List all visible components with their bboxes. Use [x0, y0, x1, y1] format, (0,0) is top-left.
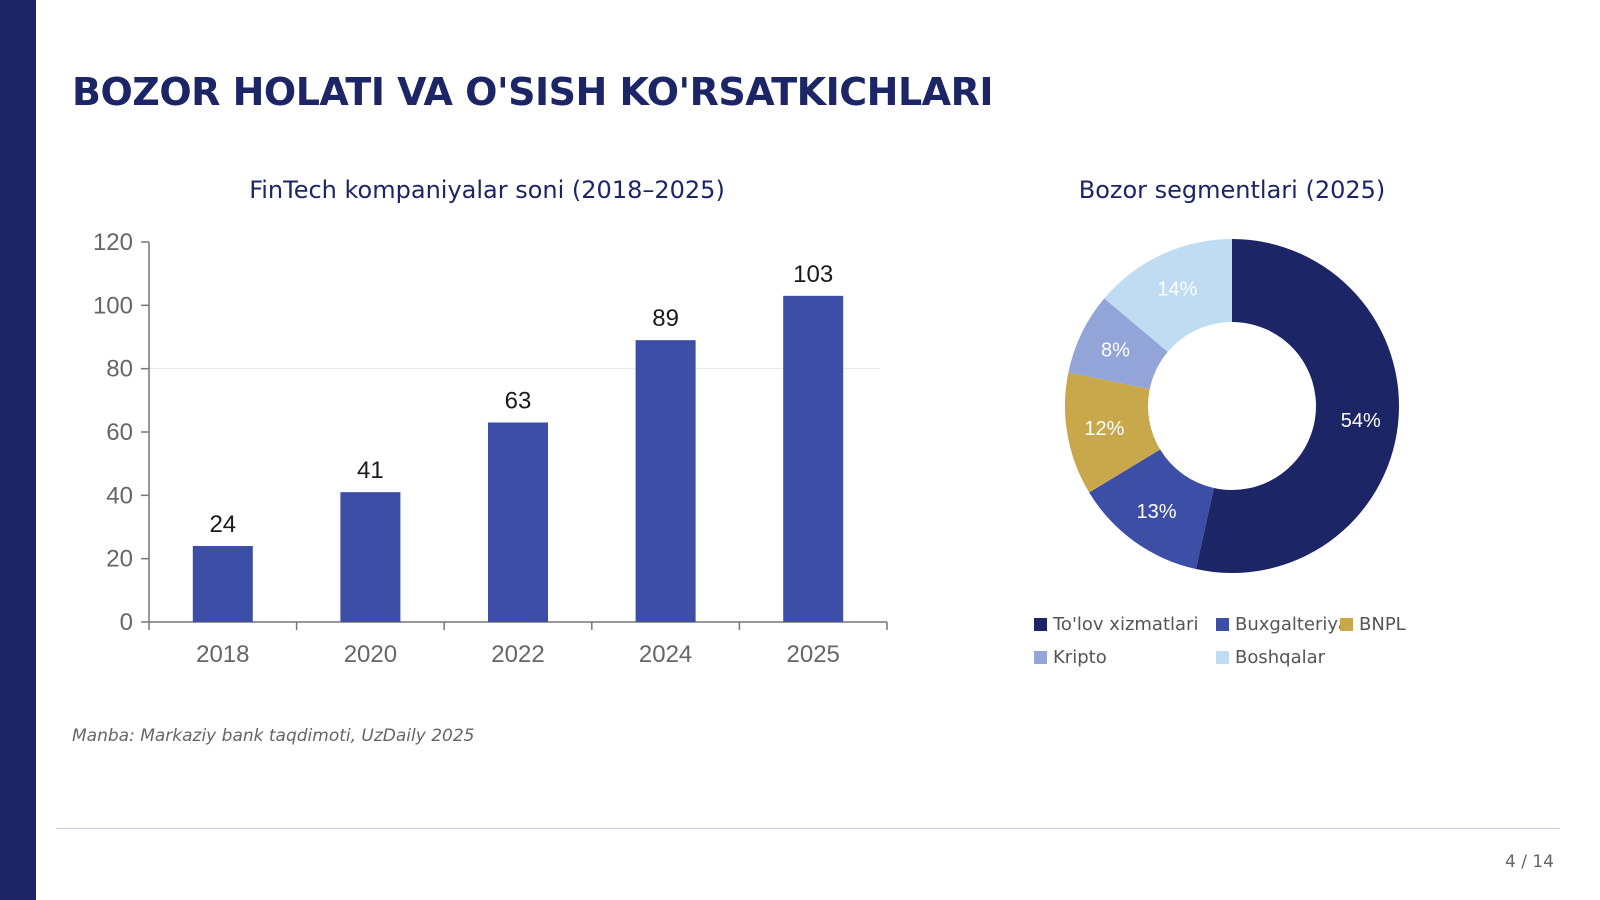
legend-item: Buxgalteriya [1216, 614, 1349, 635]
bar-value-label: 103 [793, 261, 833, 288]
legend-label: Boshqalar [1235, 647, 1326, 668]
legend-item: Boshqalar [1216, 647, 1340, 668]
y-tick-label: 0 [120, 609, 133, 636]
legend-label: Buxgalteriya [1235, 614, 1350, 635]
x-tick-label: 2020 [344, 641, 397, 668]
legend-swatch [1216, 651, 1229, 664]
donut-value-label: 12% [1084, 418, 1124, 440]
donut-slice-1 [1089, 449, 1214, 570]
donut-chart-title: Bozor segmentlari (2025) [1078, 176, 1386, 204]
legend-swatch [1034, 651, 1047, 664]
x-tick-label: 2022 [491, 641, 544, 668]
bar-value-label: 89 [652, 305, 679, 332]
donut-value-label: 54% [1341, 410, 1381, 432]
source-note: Manba: Markaziy bank taqdimoti, UzDaily … [72, 726, 475, 746]
bar-2020 [340, 492, 401, 622]
footer-divider [56, 828, 1560, 829]
y-tick-label: 80 [106, 356, 133, 383]
y-tick-label: 20 [106, 546, 133, 573]
bar-value-label: 41 [357, 457, 384, 484]
donut-value-label: 14% [1157, 279, 1197, 301]
legend-label: BNPL [1359, 614, 1406, 635]
y-tick-label: 100 [93, 292, 133, 319]
legend-swatch [1034, 618, 1047, 631]
x-tick-label: 2024 [639, 641, 692, 668]
donut-value-label: 13% [1137, 501, 1177, 523]
legend-swatch [1216, 618, 1229, 631]
legend-swatch [1340, 618, 1353, 631]
page-number: 4 / 14 [1505, 852, 1554, 872]
bar-chart-title: FinTech kompaniyalar soni (2018–2025) [249, 176, 725, 204]
x-tick-label: 2018 [196, 641, 249, 668]
donut-slice-3 [1068, 298, 1168, 390]
legend-label: Kripto [1053, 647, 1107, 668]
x-tick-label: 2025 [787, 641, 840, 668]
bar-2025 [783, 295, 844, 622]
y-tick-label: 40 [106, 482, 133, 509]
bar-value-label: 24 [209, 511, 236, 538]
legend-item: To'lov xizmatlari [1034, 614, 1216, 635]
donut-slice-0 [1195, 239, 1399, 573]
bar-2018 [192, 546, 253, 622]
legend-item: Kripto [1034, 647, 1216, 668]
donut-slice-4 [1104, 239, 1232, 352]
y-tick-label: 120 [93, 229, 133, 256]
donut-value-label: 8% [1101, 340, 1130, 362]
slide-title: BOZOR HOLATI VA O'SISH KO'RSATKICHLARI [72, 70, 993, 114]
bar-2022 [488, 422, 548, 622]
legend-label: To'lov xizmatlari [1053, 614, 1199, 635]
bar-2024 [635, 340, 696, 622]
bar-value-label: 63 [505, 388, 532, 415]
y-tick-label: 60 [106, 419, 133, 446]
legend-item: BNPL [1340, 614, 1460, 635]
accent-bar [0, 0, 36, 900]
donut-legend: To'lov xizmatlari Buxgalteriya BNPL Kripto B… [1034, 614, 1474, 668]
donut-slice-2 [1065, 372, 1161, 493]
